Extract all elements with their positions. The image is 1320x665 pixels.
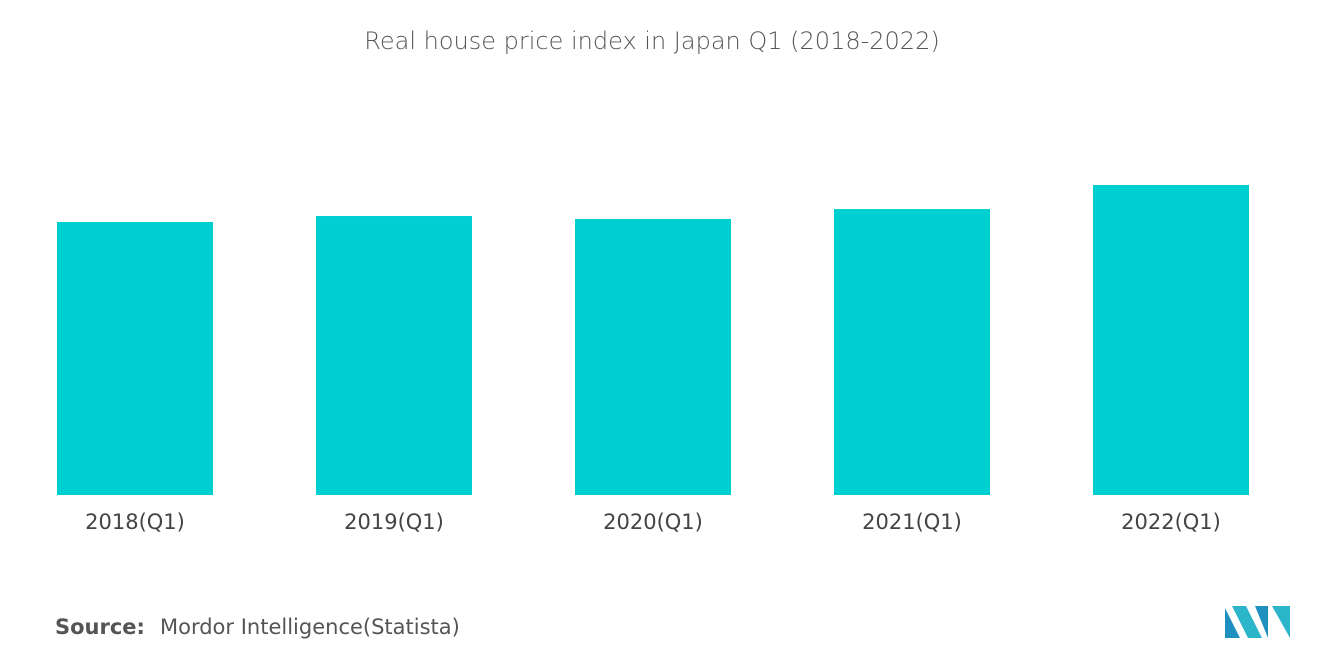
source-label: Source:	[55, 615, 145, 639]
x-tick-label: 2022(Q1)	[1121, 510, 1221, 534]
bar	[316, 216, 472, 495]
bar	[57, 221, 213, 496]
logo-part	[1255, 606, 1268, 638]
x-tick-label: 2020(Q1)	[603, 510, 703, 534]
logo-part	[1232, 606, 1262, 638]
bar	[1093, 185, 1249, 495]
bar	[834, 209, 990, 495]
logo-part	[1225, 608, 1240, 638]
x-tick-label: 2021(Q1)	[862, 510, 962, 534]
logo	[1225, 606, 1290, 638]
x-tick-label: 2019(Q1)	[344, 510, 444, 534]
logo-part	[1272, 606, 1290, 638]
chart-title: Real house price index in Japan Q1 (2018…	[364, 27, 939, 55]
source: Mordor Intelligence(Statista)	[160, 615, 460, 639]
bar	[575, 219, 731, 495]
x-tick-label: 2018(Q1)	[85, 510, 185, 534]
